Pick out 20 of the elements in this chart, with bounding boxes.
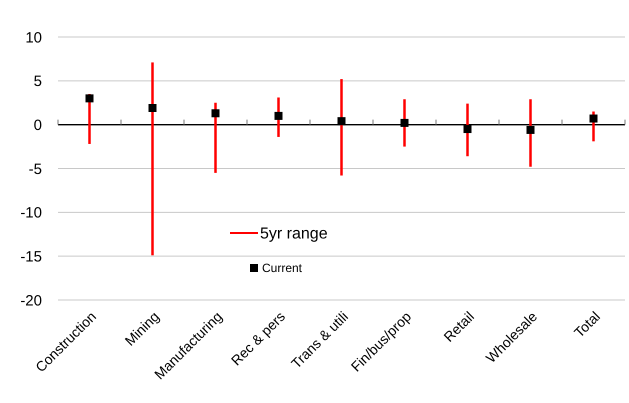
point xyxy=(86,94,94,102)
point xyxy=(526,126,534,134)
point xyxy=(212,109,220,118)
y-tick-label: 0 xyxy=(34,116,42,134)
bar xyxy=(340,79,343,176)
y-tick-label: -20 xyxy=(20,292,42,310)
point xyxy=(274,112,282,120)
y-tick-label: 5 xyxy=(34,73,42,90)
bar xyxy=(151,62,154,256)
point xyxy=(400,118,408,127)
y-tick-label: 10 xyxy=(25,29,42,46)
y-tick-label: -5 xyxy=(28,160,42,178)
point xyxy=(148,104,156,112)
y-tick-label: -10 xyxy=(20,204,42,222)
point xyxy=(338,117,346,126)
legend-label: Current xyxy=(262,261,303,276)
point xyxy=(464,125,472,134)
y-tick-label: -15 xyxy=(20,248,42,266)
point xyxy=(590,114,598,123)
legend-label: 5yr range xyxy=(260,226,328,243)
